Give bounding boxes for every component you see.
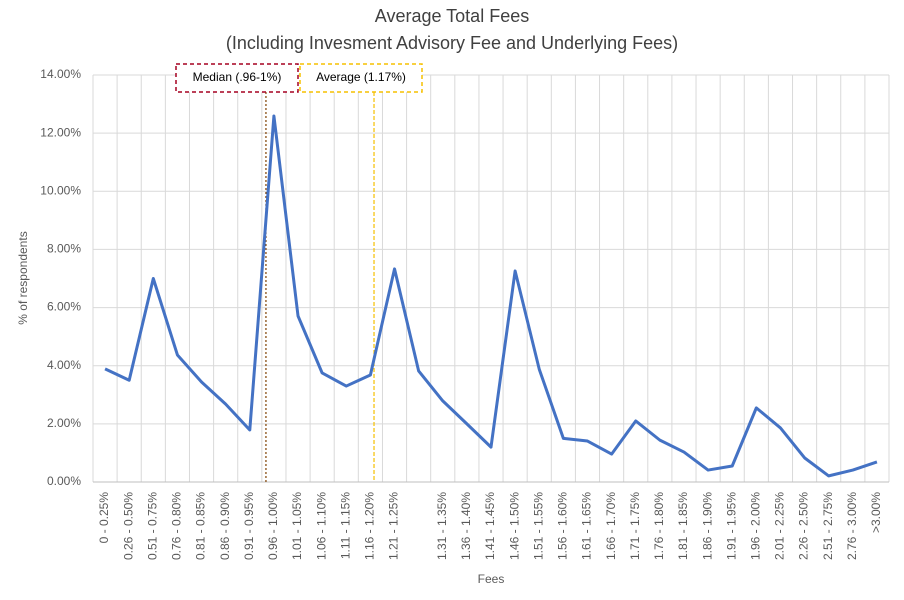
x-tick-label: 0 - 0.25% [97,492,111,544]
x-tick-label: 2.26 - 2.50% [797,492,811,560]
x-tick-label: 1.91 - 1.95% [724,492,738,560]
x-tick-label: 0.76 - 0.80% [170,492,184,560]
annotation-text: Median (.96-1%) [193,70,282,84]
y-tick-label: 0.00% [47,474,81,488]
chart-title: Average Total Fees [375,6,529,26]
x-tick-label: 1.76 - 1.80% [652,492,666,560]
x-tick-label: 1.96 - 2.00% [749,492,763,560]
x-tick-label: 1.01 - 1.05% [290,492,304,560]
x-tick-label: 2.01 - 2.25% [773,492,787,560]
x-tick-label: 1.46 - 1.50% [507,492,521,560]
x-tick-label: 0.26 - 0.50% [121,492,135,560]
y-tick-label: 4.00% [47,358,81,372]
annotation-box [299,63,423,93]
y-tick-label: 14.00% [40,67,81,81]
x-tick-label: >3.00% [869,492,883,533]
x-tick-label: 1.06 - 1.10% [314,492,328,560]
y-tick-label: 2.00% [47,416,81,430]
annotation-text: Average (1.17%) [316,70,406,84]
x-tick-label: 1.11 - 1.15% [338,492,352,559]
y-tick-label: 6.00% [47,300,81,314]
x-tick-label: 1.31 - 1.35% [435,492,449,560]
y-axis-title: % of respondents [16,231,30,324]
x-tick-label: 1.21 - 1.25% [387,492,401,560]
y-tick-label: 10.00% [40,183,81,197]
x-tick-label: 2.51 - 2.75% [821,492,835,560]
x-tick-label: 1.81 - 1.85% [676,492,690,560]
x-tick-label: 1.71 - 1.75% [628,492,642,560]
x-tick-label: 0.86 - 0.90% [218,492,232,560]
x-tick-label: 1.36 - 1.40% [459,492,473,560]
x-tick-label: 1.41 - 1.45% [483,492,497,560]
x-tick-label: 1.51 - 1.55% [531,492,545,560]
y-tick-label: 12.00% [40,125,81,139]
data-line [104,114,878,478]
x-tick-label: 0.96 - 1.00% [266,492,280,560]
x-tick-label: 1.66 - 1.70% [604,492,618,560]
annotation-box [175,63,299,93]
x-tick-label: 0.51 - 0.75% [145,492,159,560]
x-tick-label: 1.61 - 1.65% [580,492,594,560]
x-tick-label: 1.86 - 1.90% [700,492,714,560]
y-tick-label: 8.00% [47,242,81,256]
chart-subtitle: (Including Invesment Advisory Fee and Un… [226,33,678,53]
x-tick-label: 1.56 - 1.60% [556,492,570,560]
x-tick-label: 2.76 - 3.00% [845,492,859,560]
x-tick-label: 0.81 - 0.85% [194,492,208,560]
x-axis-title: Fees [478,572,505,586]
x-tick-label: 0.91 - 0.95% [242,492,256,560]
x-tick-label: 1.16 - 1.20% [363,492,377,560]
